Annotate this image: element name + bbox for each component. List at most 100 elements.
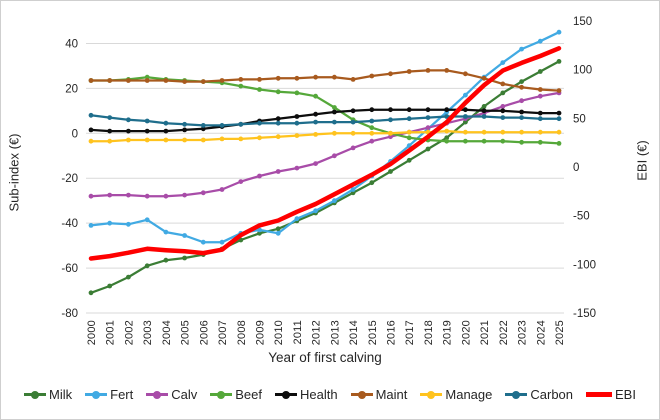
data-point bbox=[369, 180, 375, 186]
legend-marker-dot bbox=[217, 390, 226, 399]
data-point bbox=[163, 229, 169, 235]
data-point bbox=[388, 117, 393, 123]
chart-legend: Milk Fert Calv Beef Health Maint Manage Carbon E… bbox=[1, 387, 659, 402]
data-point bbox=[126, 274, 131, 280]
right-tick-label: 150 bbox=[573, 16, 592, 28]
data-point bbox=[182, 255, 188, 261]
data-point bbox=[107, 128, 113, 134]
year-label: 2017 bbox=[404, 320, 416, 345]
data-point bbox=[537, 110, 543, 116]
data-point bbox=[294, 114, 300, 119]
data-point bbox=[463, 129, 468, 135]
data-point bbox=[425, 146, 431, 152]
data-point bbox=[556, 129, 562, 135]
legend-marker-dot bbox=[92, 390, 101, 399]
data-point bbox=[275, 120, 281, 126]
legend-marker-dot bbox=[512, 390, 521, 399]
series-carbon-line bbox=[89, 114, 561, 127]
data-point bbox=[126, 137, 131, 143]
data-point bbox=[406, 129, 412, 135]
series-health-line bbox=[89, 108, 561, 133]
data-point bbox=[107, 138, 113, 144]
legend-swatch-maint bbox=[350, 390, 373, 399]
data-point bbox=[144, 137, 150, 143]
year-label: 2022 bbox=[498, 320, 510, 345]
legend-marker-dot bbox=[31, 390, 40, 399]
year-label: 2024 bbox=[535, 320, 547, 345]
data-point bbox=[481, 114, 487, 119]
data-point bbox=[332, 130, 337, 136]
data-point bbox=[500, 129, 506, 135]
year-label: 2013 bbox=[329, 320, 341, 345]
data-point bbox=[107, 283, 113, 289]
data-point bbox=[126, 78, 131, 83]
left-tick-label: -20 bbox=[61, 173, 78, 185]
data-point bbox=[556, 116, 562, 122]
data-point bbox=[463, 138, 468, 144]
data-point bbox=[294, 133, 300, 139]
data-point bbox=[294, 216, 300, 222]
data-point bbox=[275, 134, 281, 140]
year-label: 2020 bbox=[460, 320, 472, 345]
data-point bbox=[350, 130, 356, 136]
legend-swatch-calv bbox=[146, 390, 169, 399]
data-point bbox=[332, 74, 337, 80]
data-point bbox=[144, 128, 150, 134]
data-point bbox=[313, 111, 318, 117]
data-point bbox=[406, 69, 412, 74]
series-calv bbox=[88, 90, 562, 199]
data-point bbox=[537, 38, 543, 44]
legend-swatch-milk bbox=[24, 390, 47, 399]
data-point bbox=[275, 230, 281, 236]
data-point bbox=[182, 137, 188, 143]
data-point bbox=[294, 165, 300, 171]
data-point bbox=[182, 192, 188, 198]
year-label: 2018 bbox=[423, 320, 435, 345]
data-point bbox=[275, 116, 281, 122]
data-point bbox=[88, 193, 94, 199]
legend-label: Carbon bbox=[530, 387, 574, 402]
data-point bbox=[500, 60, 506, 65]
data-point bbox=[182, 121, 188, 127]
data-point bbox=[388, 107, 393, 113]
data-point bbox=[238, 136, 244, 142]
series-fert bbox=[88, 29, 562, 245]
data-point bbox=[182, 233, 188, 238]
year-label: 2019 bbox=[442, 320, 454, 345]
legend-item-carbon: Carbon bbox=[505, 387, 573, 402]
data-point bbox=[219, 78, 225, 83]
right-tick-label: -100 bbox=[573, 259, 596, 271]
data-point bbox=[257, 227, 262, 233]
data-point bbox=[107, 220, 113, 226]
data-point bbox=[369, 73, 375, 79]
data-point bbox=[481, 129, 487, 135]
data-point bbox=[313, 74, 318, 80]
data-point bbox=[107, 192, 113, 198]
right-tick-label: 50 bbox=[573, 113, 586, 125]
series-ebi bbox=[88, 46, 562, 261]
data-point bbox=[388, 134, 393, 140]
data-point bbox=[238, 83, 244, 89]
legend-item-manage: Manage bbox=[420, 387, 492, 402]
data-point bbox=[556, 59, 562, 64]
year-label: 2023 bbox=[517, 320, 529, 345]
data-point bbox=[275, 89, 281, 95]
data-point bbox=[444, 114, 450, 119]
legend-marker-dot bbox=[153, 390, 162, 399]
year-label: 2021 bbox=[479, 320, 491, 345]
data-point bbox=[406, 107, 412, 113]
data-point bbox=[537, 129, 543, 135]
legend-label: EBI bbox=[615, 387, 636, 402]
data-point bbox=[294, 120, 300, 126]
legend-swatch-fert bbox=[85, 390, 108, 399]
series-carbon bbox=[88, 112, 562, 128]
legend-label: Health bbox=[300, 387, 338, 402]
data-point bbox=[556, 88, 562, 93]
data-point bbox=[463, 92, 468, 98]
data-point bbox=[275, 226, 281, 232]
left-tick-label: 0 bbox=[72, 128, 78, 140]
data-point bbox=[163, 193, 169, 199]
data-point bbox=[406, 135, 412, 141]
